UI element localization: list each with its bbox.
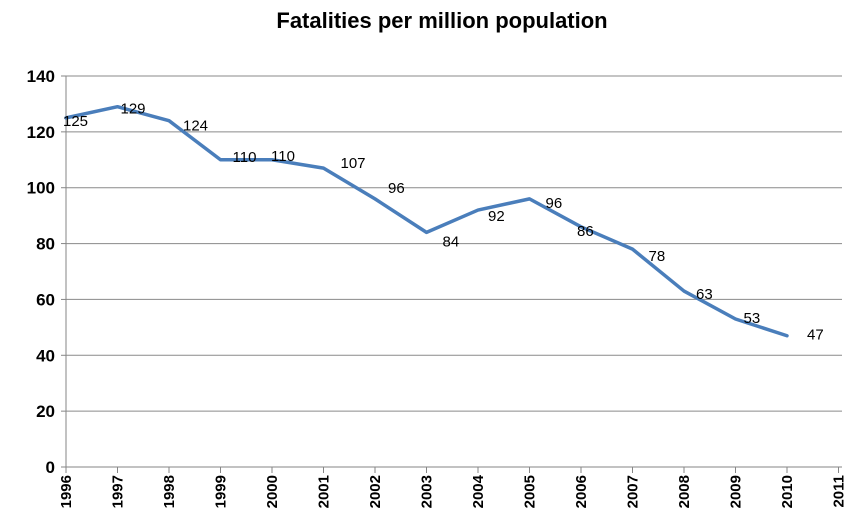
- data-label: 125: [63, 113, 88, 130]
- x-axis-ticks: 1996 1997 1998 1999 2000 2001 2002 2003 2004 2005…: [58, 474, 848, 508]
- x-tick-label: 2011: [831, 475, 848, 508]
- data-label: 84: [443, 233, 460, 250]
- data-label: 92: [488, 208, 505, 225]
- data-label: 110: [271, 148, 295, 165]
- data-label: 63: [696, 286, 713, 303]
- x-tick-label: 2004: [470, 474, 487, 508]
- x-tick-label: 1999: [213, 475, 230, 508]
- gridlines: [66, 75, 842, 412]
- data-label: 96: [388, 180, 405, 197]
- x-tick-label: 1997: [110, 475, 127, 508]
- x-tick-label: 2002: [367, 475, 384, 508]
- x-tick-label: 2007: [625, 475, 642, 508]
- x-tick-label: 2008: [676, 475, 693, 508]
- y-axis-ticks: 0 20 40 60 80 100 120 140: [27, 67, 55, 477]
- x-tick-label: 1996: [58, 475, 75, 508]
- data-label: 47: [807, 327, 824, 344]
- data-label: 110: [233, 149, 257, 166]
- series-line: [64, 104, 789, 338]
- x-tick-label: 2005: [522, 475, 539, 508]
- y-tick-label: 60: [36, 290, 55, 309]
- y-tick-label: 100: [27, 179, 55, 198]
- x-tick-label: 1998: [161, 475, 178, 508]
- data-label: 96: [546, 195, 563, 212]
- series: [64, 104, 789, 338]
- x-tick-label: 2001: [316, 475, 333, 508]
- y-tick-label: 0: [46, 458, 55, 477]
- x-tick-label: 2000: [264, 475, 281, 508]
- y-tick-label: 80: [36, 235, 55, 254]
- data-labels: 125 129 124 110 110 107 96 84 92 96 86 78 63 53 47: [63, 101, 824, 344]
- x-tick-label: 2010: [779, 475, 796, 508]
- data-label: 78: [649, 248, 666, 265]
- x-tick-label: 2006: [573, 475, 590, 508]
- chart-title: Fatalities per million population: [276, 8, 607, 33]
- x-tick-label: 2003: [419, 475, 436, 508]
- data-label: 124: [183, 118, 208, 135]
- data-label: 107: [341, 155, 366, 172]
- y-tick-label: 20: [36, 402, 55, 421]
- data-label: 129: [121, 101, 146, 118]
- y-tick-label: 140: [27, 67, 55, 86]
- data-label: 53: [744, 310, 761, 327]
- y-tick-label: 40: [36, 346, 55, 365]
- y-tick-label: 120: [27, 123, 55, 142]
- x-tick-label: 2009: [728, 475, 745, 508]
- axes: [61, 75, 842, 473]
- data-label: 86: [577, 223, 594, 240]
